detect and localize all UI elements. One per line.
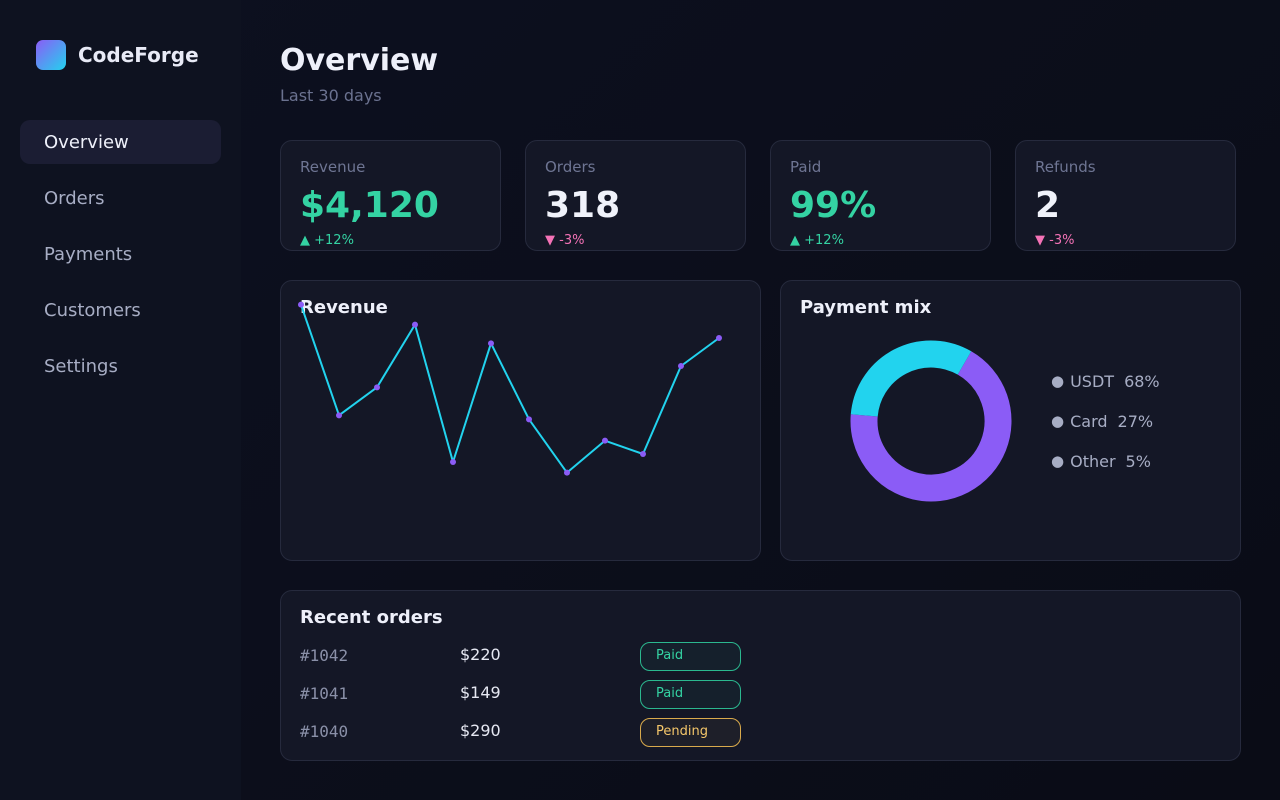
kpi-value: $4,120 xyxy=(300,185,439,226)
revenue-chart-card: Revenue xyxy=(280,280,761,561)
logo-icon xyxy=(36,40,66,70)
payment-mix-title: Payment mix xyxy=(800,297,932,318)
status-badge: Paid xyxy=(640,680,741,709)
revenue-data-point xyxy=(412,321,418,328)
revenue-data-point xyxy=(602,437,608,444)
revenue-data-point xyxy=(678,363,684,369)
recent-orders-card: Recent orders #1042 $220 Paid #1041 $149… xyxy=(280,590,1241,761)
order-id: #1040 xyxy=(300,722,349,741)
table-row[interactable]: #1042 $220 Paid xyxy=(300,642,760,672)
kpi-delta: ▼ -3% xyxy=(1035,233,1075,248)
kpi-label: Refunds xyxy=(1035,158,1096,176)
legend-pct: 68% xyxy=(1124,371,1160,391)
legend-pct: 27% xyxy=(1117,411,1154,431)
donut-slice-usdt xyxy=(850,351,1012,502)
revenue-data-point xyxy=(298,301,304,308)
revenue-data-point xyxy=(488,340,494,347)
kpi-value: 318 xyxy=(545,185,621,226)
kpi-delta: ▼ -3% xyxy=(545,233,585,248)
revenue-data-point xyxy=(640,451,646,457)
order-amount: $220 xyxy=(460,645,501,664)
sidebar-item-customers[interactable]: Customers xyxy=(44,299,141,321)
revenue-data-point xyxy=(374,384,380,391)
revenue-line-chart xyxy=(298,301,722,476)
kpi-card-revenue[interactable]: Revenue $4,120 ▲ +12% xyxy=(280,140,501,251)
kpi-label: Orders xyxy=(545,158,596,176)
kpi-label: Revenue xyxy=(300,158,366,176)
legend-label: Other xyxy=(1070,451,1116,471)
brand-name: CodeForge xyxy=(78,43,199,67)
legend-item-other: ● Other 5% xyxy=(1051,441,1160,481)
payment-mix-donut xyxy=(850,340,1012,502)
legend-item-usdt: ● USDT 68% xyxy=(1051,361,1160,401)
order-id: #1042 xyxy=(300,646,349,665)
kpi-delta: ▲ +12% xyxy=(790,233,844,248)
sidebar-item-orders[interactable]: Orders xyxy=(44,187,105,209)
legend-item-card: ● Card 27% xyxy=(1051,401,1160,441)
page-subtitle: Last 30 days xyxy=(280,86,382,105)
recent-orders-title: Recent orders xyxy=(300,607,443,628)
legend-label: USDT xyxy=(1070,371,1115,391)
sidebar: CodeForge Overview Orders Payments Custo… xyxy=(0,0,241,800)
sidebar-item-payments[interactable]: Payments xyxy=(44,243,133,265)
legend-label: Card xyxy=(1070,411,1108,431)
table-row[interactable]: #1041 $149 Paid xyxy=(300,680,760,710)
kpi-value: 2 xyxy=(1035,185,1061,226)
kpi-card-orders[interactable]: Orders 318 ▼ -3% xyxy=(525,140,746,251)
kpi-value: 99% xyxy=(790,185,877,226)
donut-slice-card-other xyxy=(850,340,972,418)
legend-dot-icon: ● xyxy=(1051,372,1065,390)
sidebar-item-overview[interactable]: Overview xyxy=(20,120,221,164)
kpi-label: Paid xyxy=(790,158,822,176)
legend-dot-icon: ● xyxy=(1051,452,1065,470)
brand[interactable]: CodeForge xyxy=(36,40,199,70)
revenue-chart-title: Revenue xyxy=(300,297,388,318)
order-amount: $290 xyxy=(460,721,501,740)
kpi-card-paid[interactable]: Paid 99% ▲ +12% xyxy=(770,140,991,251)
revenue-data-point xyxy=(564,469,570,476)
revenue-series-line xyxy=(300,304,720,474)
revenue-data-point xyxy=(526,416,532,423)
revenue-data-point xyxy=(716,335,722,341)
sidebar-item-settings[interactable]: Settings xyxy=(44,355,118,377)
order-amount: $149 xyxy=(460,683,501,702)
sidebar-nav: Overview Orders Payments Customers Setti… xyxy=(20,120,221,400)
legend-dot-icon: ● xyxy=(1051,412,1065,430)
status-badge: Pending xyxy=(640,718,741,747)
payment-mix-legend: ● USDT 68% ● Card 27% ● Other 5% xyxy=(1051,361,1160,481)
revenue-data-point xyxy=(450,459,456,465)
page-title: Overview xyxy=(280,43,439,78)
payment-mix-card: Payment mix ● USDT 68% ● Card 27% ● Othe… xyxy=(780,280,1241,561)
kpi-delta: ▲ +12% xyxy=(300,233,354,248)
legend-pct: 5% xyxy=(1125,451,1151,471)
kpi-card-refunds[interactable]: Refunds 2 ▼ -3% xyxy=(1015,140,1236,251)
status-badge: Paid xyxy=(640,642,741,671)
table-row[interactable]: #1040 $290 Pending xyxy=(300,718,760,748)
order-id: #1041 xyxy=(300,684,349,703)
revenue-data-point xyxy=(336,412,342,419)
